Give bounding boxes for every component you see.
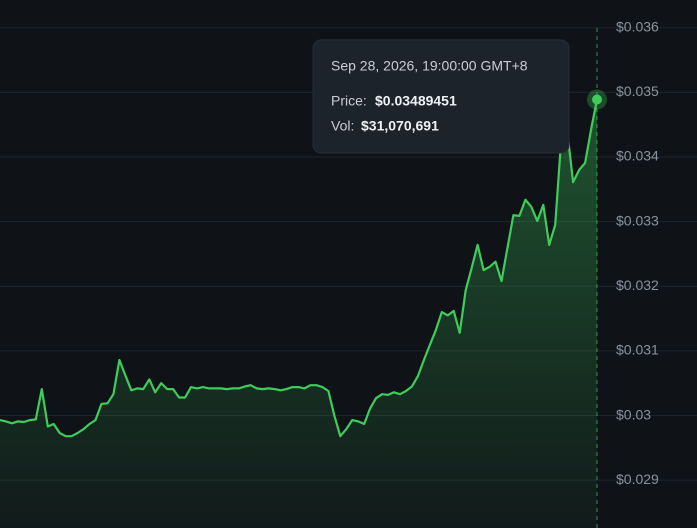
tooltip-price-label: Price: [331,93,367,109]
tooltip-box [312,39,570,154]
y-tick-label: $0.031 [616,342,659,358]
y-tick-label: $0.034 [616,148,659,164]
price-line [0,99,599,438]
y-tick-label: $0.029 [616,471,659,487]
tooltip-price: $0.03489451 [375,93,457,109]
y-tick-label: $0.035 [616,83,659,99]
area [0,99,597,528]
tooltip-vol: $31,070,691 [361,118,439,134]
tooltip-date: Sep 28, 2026, 19:00:00 GMT+8 [331,58,528,74]
y-tick-label: $0.032 [616,277,659,293]
y-tick-label: $0.033 [616,212,659,228]
tooltip-vol-label: Vol: [331,118,354,134]
tooltip: Sep 28, 2026, 19:00:00 GMT+8 Price: $0.0… [312,39,570,154]
hover-point [592,94,602,105]
y-tick-label: $0.03 [616,406,651,422]
y-tick-label: $0.036 [616,18,659,34]
